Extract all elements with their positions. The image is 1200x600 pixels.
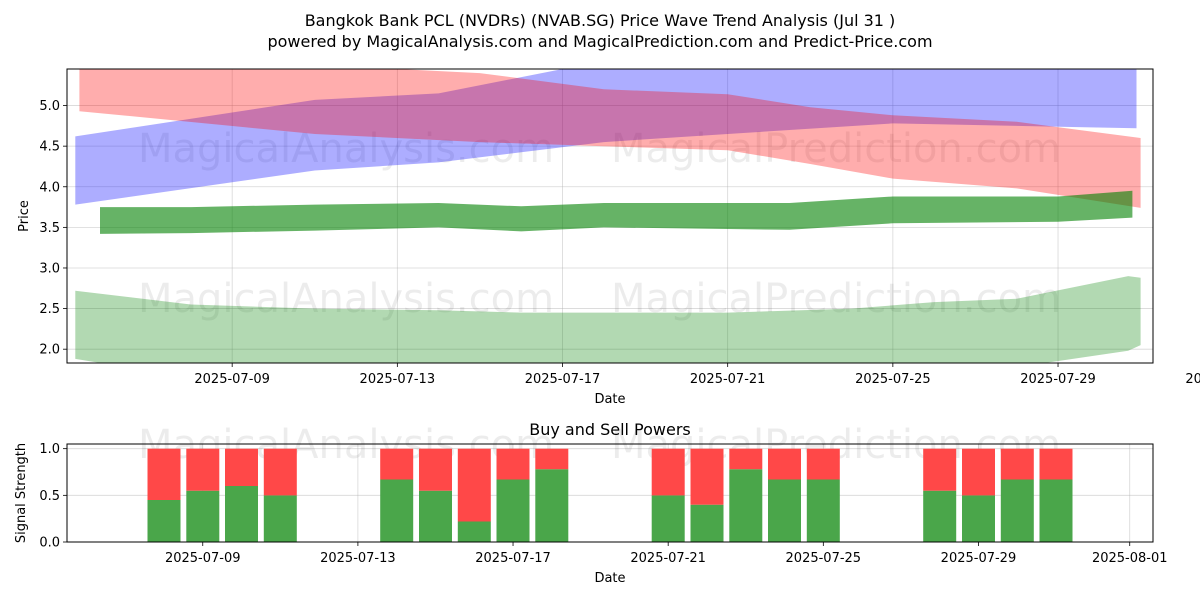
sell-bar-7	[496, 448, 530, 480]
price-xtick-label-1: 2025-07-13	[360, 372, 436, 387]
bars-xtick-label-0: 2025-07-09	[165, 551, 241, 566]
sell-bar-17	[1039, 448, 1073, 480]
price-ytick-label-1: 2.5	[39, 302, 60, 317]
bars-xtick-label-1: 2025-07-13	[320, 551, 396, 566]
sell-bar-4	[380, 448, 414, 480]
watermark-analysis-2: MagicalAnalysis.com	[138, 276, 554, 322]
price-ytick-label-0: 2.0	[39, 343, 60, 358]
sell-bar-11	[729, 448, 763, 470]
buy-sell-bars	[147, 448, 1073, 542]
buy-bar-16	[1000, 479, 1034, 542]
bars-xtick-label-2: 2025-07-17	[475, 551, 551, 566]
buy-bar-6	[457, 521, 491, 542]
buy-bar-2	[225, 486, 258, 542]
sell-bar-3	[263, 448, 297, 496]
wave-band-2	[100, 190, 1133, 234]
bars-xtick-label-6: 2025-08-01	[1092, 551, 1168, 566]
bars-plot-frame	[66, 443, 1154, 543]
price-xtick-label-5: 2025-07-29	[1020, 372, 1096, 387]
buy-bar-0	[147, 500, 181, 542]
buy-bar-11	[729, 469, 763, 542]
price-watermarks: MagicalAnalysis.com MagicalPrediction.co…	[138, 126, 1061, 322]
bars-x-label: Date	[594, 571, 625, 586]
sell-bar-9	[651, 448, 685, 496]
sell-bar-13	[806, 448, 840, 480]
price-x-label: Date	[594, 392, 625, 407]
buy-bar-12	[768, 479, 801, 542]
bars-axes: 2025-07-09 2025-07-13 2025-07-17 2025-07-21…	[39, 442, 1167, 566]
bars-title: Buy and Sell Powers	[529, 420, 691, 439]
bars-ytick-label-0: 0.0	[39, 536, 60, 551]
price-ytick-label-6: 5.0	[39, 99, 60, 114]
bars-ytick-label-2: 1.0	[39, 442, 60, 457]
sell-bar-2	[225, 448, 258, 486]
buy-bar-15	[962, 495, 995, 542]
buy-bar-13	[806, 479, 840, 542]
sell-bar-14	[923, 448, 957, 491]
bars-y-label: Signal Strength	[14, 443, 29, 543]
price-ytick-label-5: 4.5	[39, 140, 60, 155]
price-xtick-label-3: 2025-07-21	[690, 372, 766, 387]
price-ytick-label-2: 3.0	[39, 261, 60, 276]
watermark-prediction: MagicalPrediction.com	[611, 126, 1061, 172]
sell-bar-1	[186, 448, 220, 491]
price-ytick-label-4: 4.0	[39, 180, 60, 195]
price-grid	[67, 69, 1153, 363]
price-bands	[75, 69, 1141, 363]
watermark-prediction-2: MagicalPrediction.com	[611, 276, 1061, 322]
buy-bar-5	[419, 490, 452, 542]
buy-bar-3	[263, 495, 297, 542]
price-xtick-label-4: 2025-07-25	[855, 372, 931, 387]
price-axes: 2025-07-09 2025-07-13 2025-07-17 2025-07-21…	[39, 99, 1200, 387]
bars-xtick-label-5: 2025-07-29	[941, 551, 1017, 566]
buy-bar-4	[380, 479, 414, 542]
price-plot-frame	[66, 68, 1154, 364]
buy-bar-1	[186, 490, 220, 542]
price-xtick-label-2: 2025-07-17	[525, 372, 601, 387]
buy-bar-10	[690, 504, 724, 542]
price-xtick-label-0: 2025-07-09	[194, 372, 270, 387]
bars-xtick-label-4: 2025-07-25	[786, 551, 862, 566]
sell-bar-12	[768, 448, 801, 480]
sell-bar-10	[690, 448, 724, 505]
buy-bar-7	[496, 479, 530, 542]
price-xtick-label-6: 2025-08-01	[1185, 372, 1200, 387]
buy-bar-17	[1039, 479, 1073, 542]
buy-bar-14	[923, 490, 957, 542]
wave-band-1	[79, 69, 1141, 208]
sell-bar-8	[535, 448, 569, 470]
chart-title-line1: Bangkok Bank PCL (NVDRs) (NVAB.SG) Price…	[305, 11, 896, 30]
sell-bar-5	[419, 448, 452, 491]
wave-band-3	[75, 276, 1141, 363]
price-y-label: Price	[17, 200, 32, 232]
bars-xtick-label-3: 2025-07-21	[630, 551, 706, 566]
sell-bar-0	[147, 448, 181, 500]
wave-band-0	[75, 69, 1137, 205]
sell-bar-16	[1000, 448, 1034, 480]
watermark-analysis: MagicalAnalysis.com	[138, 126, 554, 172]
price-ytick-label-3: 3.5	[39, 221, 60, 236]
buy-bar-8	[535, 469, 569, 542]
sell-bar-15	[962, 448, 995, 496]
sell-bar-6	[457, 448, 491, 522]
buy-bar-9	[651, 495, 685, 542]
bars-ytick-label-1: 0.5	[39, 489, 60, 504]
chart-title-line2: powered by MagicalAnalysis.com and Magic…	[267, 32, 932, 51]
